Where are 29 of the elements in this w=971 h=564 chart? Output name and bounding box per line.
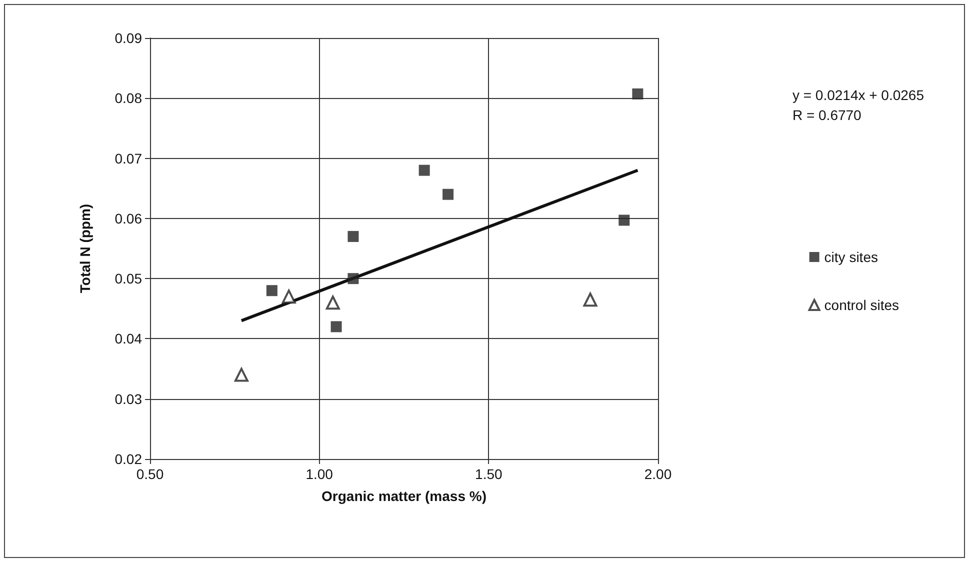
legend-label: control sites [824,297,900,313]
y-tick-label: 0.09 [114,30,142,46]
x-tick-label: 0.50 [136,466,164,482]
y-tick-label: 0.02 [114,451,142,467]
point [442,188,454,200]
x-tick-label: 1.50 [475,466,503,482]
point [348,230,359,242]
y-tick-label: 0.07 [114,150,142,166]
x-tick-label: 2.00 [644,466,672,482]
legend-label: city sites [824,249,878,265]
point [282,290,296,304]
y-tick-label: 0.04 [114,330,142,347]
point [234,368,248,382]
point [618,214,630,226]
point [418,164,430,176]
x-tick-label: 1.00 [306,466,334,482]
y-tick-label: 0.05 [114,270,142,287]
y-tick-label: 0.06 [114,210,142,226]
text: y = 0.0214x + 0.0265 R = 0.6770 [792,87,924,123]
x-axis-title: Organic matter (mass %) [322,488,486,504]
y-tick-label: 0.08 [114,90,142,106]
point [326,296,340,310]
point [266,285,278,296]
point [330,321,342,332]
point [583,292,598,307]
y-tick-label: 0.03 [114,390,142,407]
point [348,273,359,284]
point [632,88,644,100]
y-axis-title: Total N (ppm) [77,204,93,294]
